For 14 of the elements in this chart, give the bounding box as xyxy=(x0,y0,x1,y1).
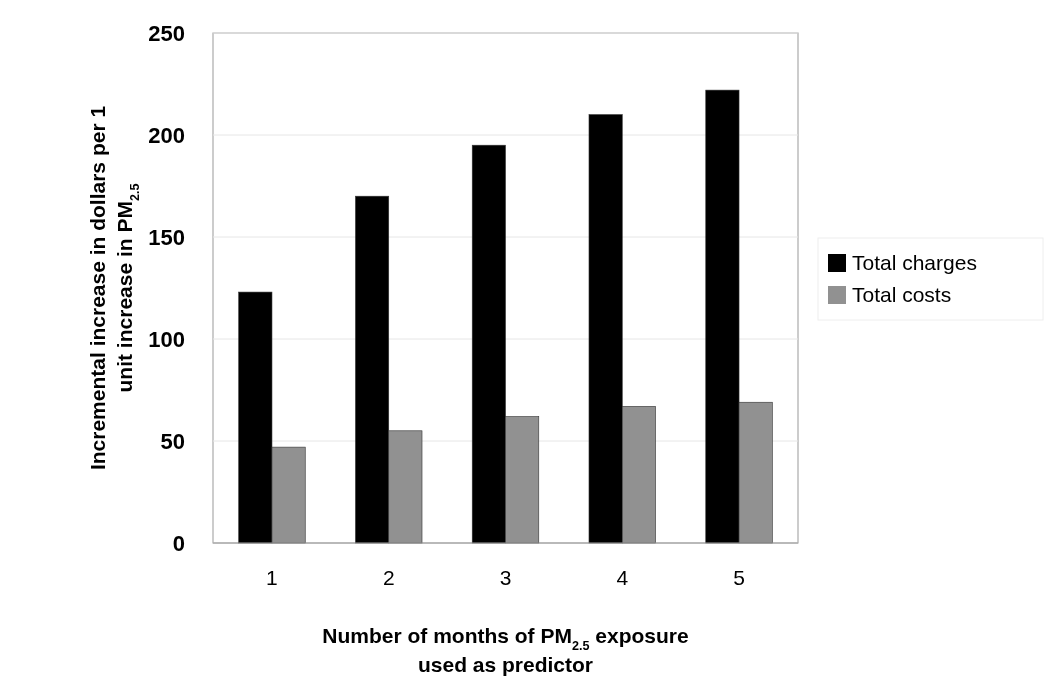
x-tick-label: 4 xyxy=(616,566,629,589)
y-tick-label: 250 xyxy=(148,20,185,46)
legend-label: Total charges xyxy=(852,251,977,275)
x-tick-label: 5 xyxy=(733,566,745,589)
x-axis-title: Number of months of PM$_{2.5}$ exposure used as predictor xyxy=(322,624,689,677)
x-tick-label: 1 xyxy=(266,566,278,589)
y-tick-label: 150 xyxy=(148,224,185,250)
y-tick-label: 50 xyxy=(160,428,185,454)
x-tick-label: 3 xyxy=(499,566,512,589)
y-tick-label: 200 xyxy=(148,122,185,148)
x-tick-label: 2 xyxy=(382,566,395,589)
legend-label: Total costs xyxy=(852,283,952,307)
y-tick-label: 100 xyxy=(148,326,185,352)
y-tick-label: 0 xyxy=(172,530,185,556)
